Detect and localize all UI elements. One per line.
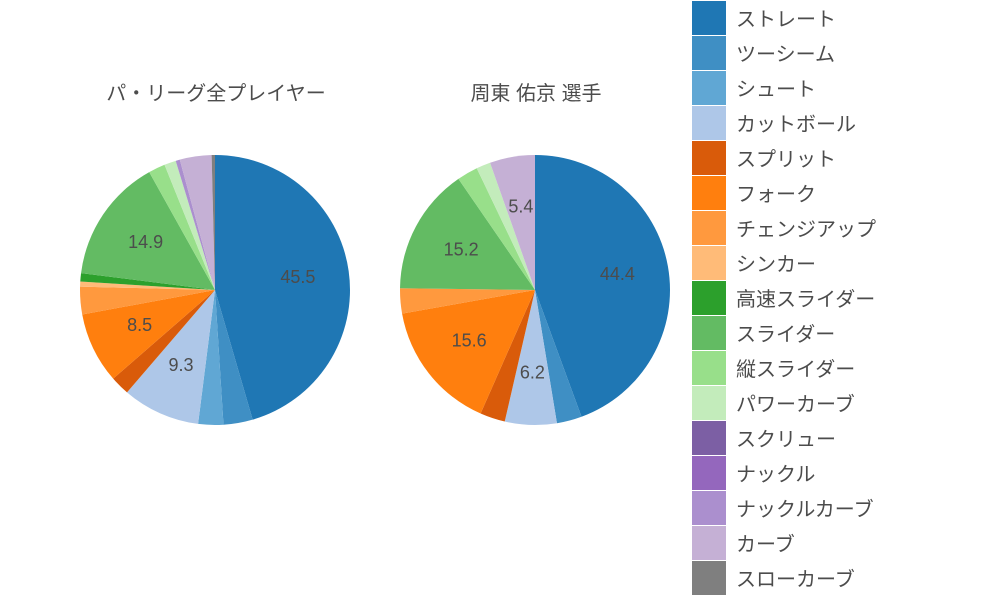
legend-item: 高速スライダー — [692, 280, 992, 315]
legend-swatch — [692, 211, 726, 245]
pie-chart-league: 45.5 9.3 8.5 14.9 — [80, 155, 350, 425]
legend-swatch — [692, 176, 726, 210]
pie-chart-player: 44.4 6.2 15.6 15.2 5.4 — [400, 155, 670, 425]
legend-swatch — [692, 71, 726, 105]
pie-slice-label: 6.2 — [520, 362, 545, 382]
pie-slice-label: 44.4 — [600, 264, 635, 284]
legend-item: スローカーブ — [692, 560, 992, 595]
legend-item: 縦スライダー — [692, 350, 992, 385]
pie-slice-label: 45.5 — [280, 267, 315, 287]
legend-swatch — [692, 1, 726, 35]
pie-slice-label: 14.9 — [128, 232, 163, 252]
legend-label: スプリット — [736, 143, 836, 172]
legend-label: シュート — [736, 73, 816, 102]
legend-item: チェンジアップ — [692, 210, 992, 245]
legend-item: ナックル — [692, 455, 992, 490]
chart-title-player: 周東 佑京 選手 — [396, 77, 676, 106]
legend-swatch — [692, 246, 726, 280]
legend-label: シンカー — [736, 248, 816, 277]
legend-swatch — [692, 386, 726, 420]
legend-label: パワーカーブ — [736, 388, 855, 417]
legend-swatch — [692, 526, 726, 560]
legend-item: カーブ — [692, 525, 992, 560]
legend-label: ストレート — [736, 3, 836, 32]
legend-label: 高速スライダー — [736, 283, 875, 312]
legend: ストレートツーシームシュートカットボールスプリットフォークチェンジアップシンカー… — [692, 0, 992, 595]
pie-slice-label: 15.6 — [452, 330, 487, 350]
pie-slice-label: 8.5 — [127, 315, 152, 335]
pie-slice-label: 5.4 — [508, 196, 533, 216]
legend-label: ナックル — [736, 458, 815, 487]
legend-label: カーブ — [736, 528, 795, 557]
legend-label: スローカーブ — [736, 563, 855, 592]
legend-swatch — [692, 141, 726, 175]
legend-item: シンカー — [692, 245, 992, 280]
legend-item: カットボール — [692, 105, 992, 140]
legend-swatch — [692, 491, 726, 525]
legend-label: チェンジアップ — [736, 213, 876, 242]
legend-swatch — [692, 561, 726, 595]
legend-item: スプリット — [692, 140, 992, 175]
legend-swatch — [692, 106, 726, 140]
legend-swatch — [692, 281, 726, 315]
legend-item: スクリュー — [692, 420, 992, 455]
pie-slice-label: 15.2 — [444, 239, 479, 259]
legend-label: フォーク — [736, 178, 816, 207]
legend-swatch — [692, 36, 726, 70]
legend-item: スライダー — [692, 315, 992, 350]
legend-swatch — [692, 456, 726, 490]
pie-slice-label: 9.3 — [169, 355, 194, 375]
legend-item: ストレート — [692, 0, 992, 35]
legend-label: ナックルカーブ — [736, 493, 874, 522]
legend-label: スクリュー — [736, 423, 836, 452]
legend-item: シュート — [692, 70, 992, 105]
legend-item: ツーシーム — [692, 35, 992, 70]
legend-label: カットボール — [736, 108, 856, 137]
legend-label: スライダー — [736, 318, 835, 347]
legend-label: 縦スライダー — [736, 353, 855, 382]
legend-item: フォーク — [692, 175, 992, 210]
legend-swatch — [692, 351, 726, 385]
legend-label: ツーシーム — [736, 38, 835, 67]
legend-item: ナックルカーブ — [692, 490, 992, 525]
legend-swatch — [692, 316, 726, 350]
chart-title-league: パ・リーグ全プレイヤー — [76, 77, 356, 106]
legend-item: パワーカーブ — [692, 385, 992, 420]
legend-swatch — [692, 421, 726, 455]
